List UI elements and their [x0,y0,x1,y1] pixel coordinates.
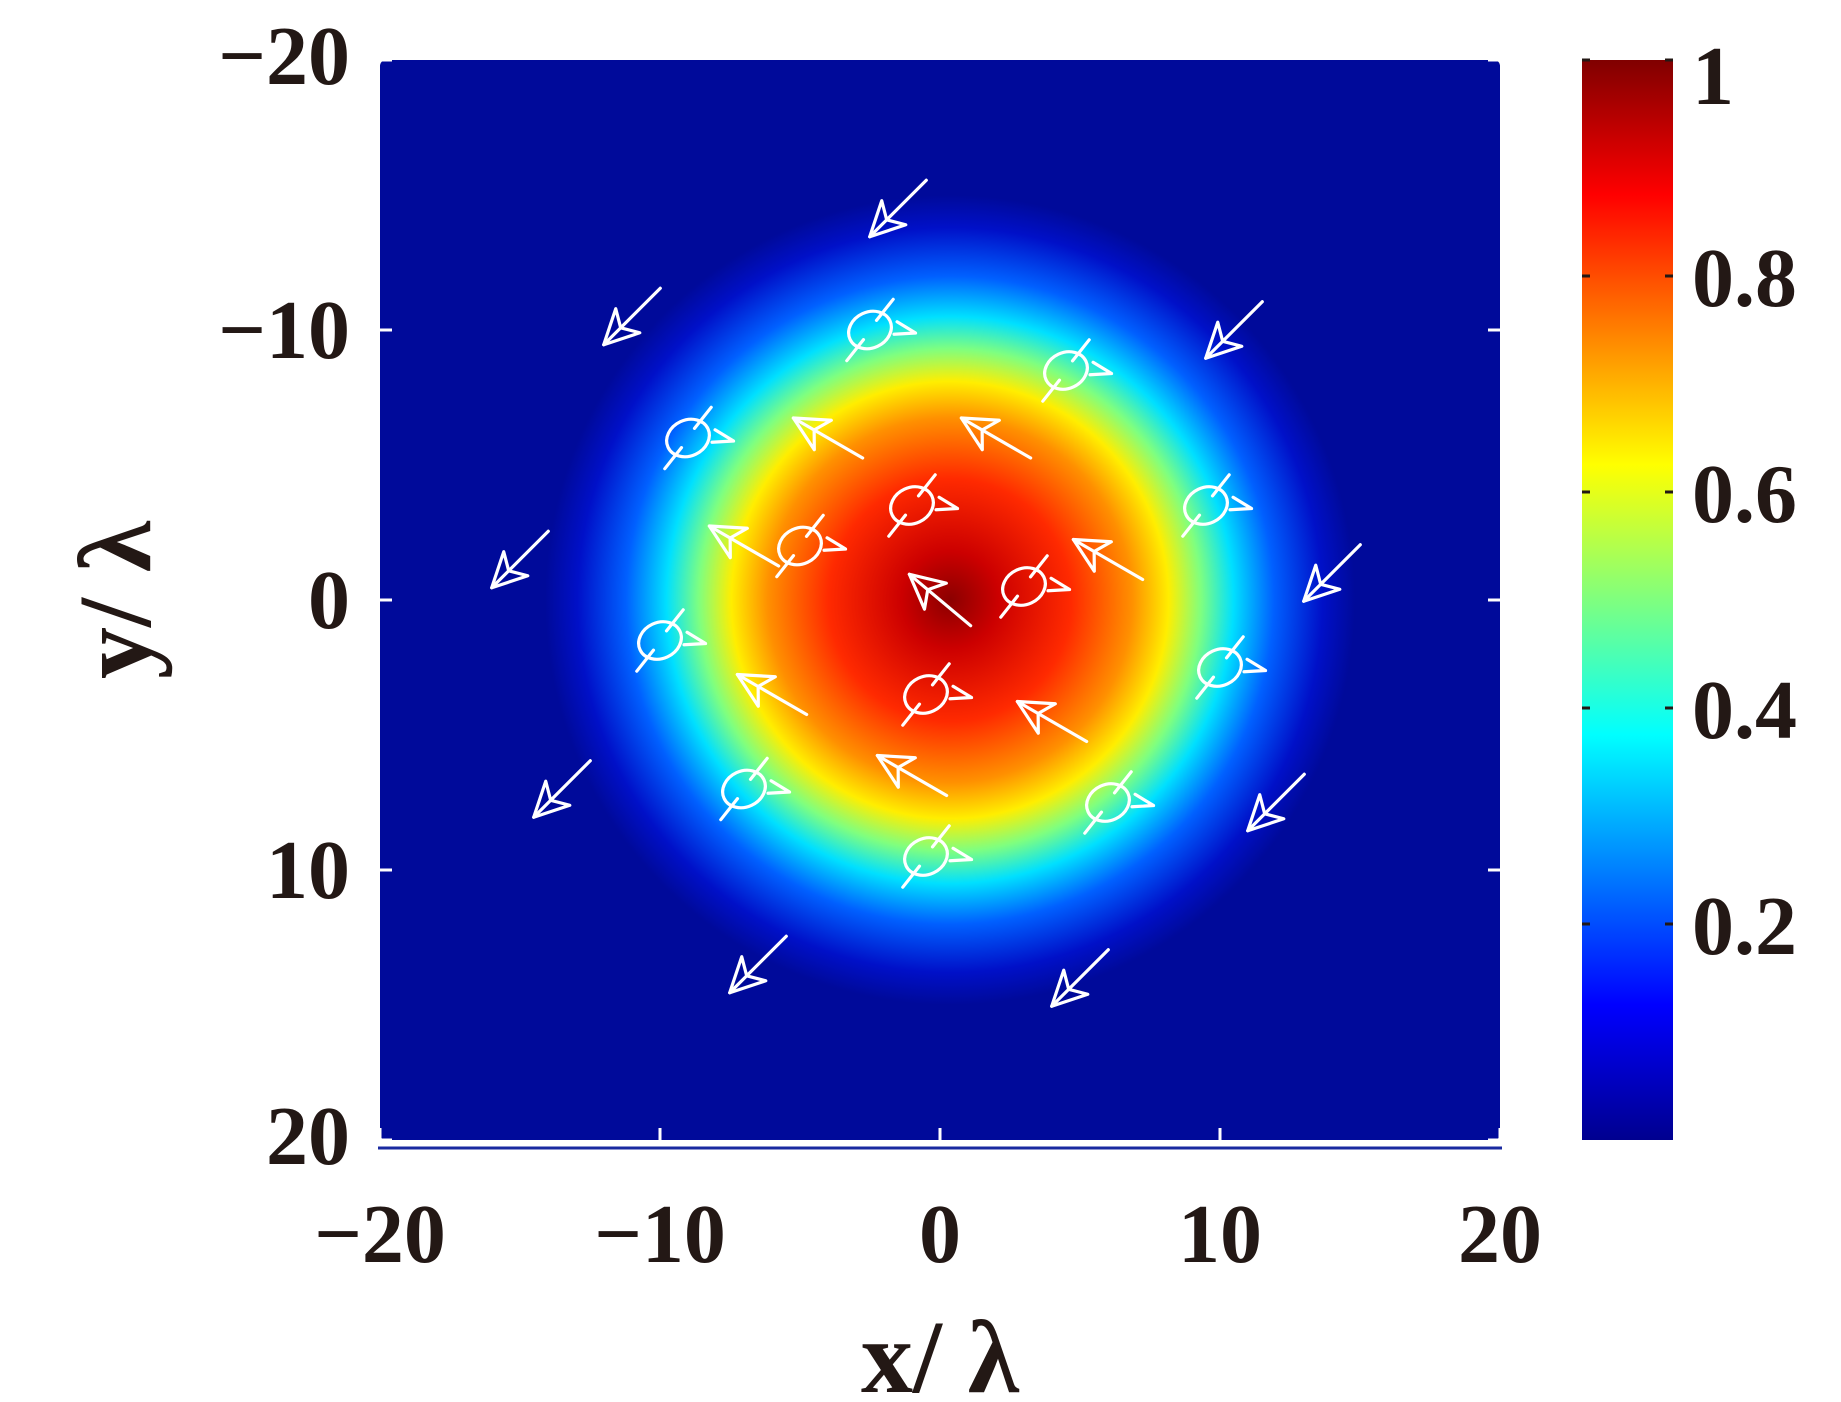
colorbar-tick-label: 0.4 [1692,664,1797,757]
colorbar-tick-label: 0.8 [1692,232,1797,325]
colorbar-tick-label: 1 [1692,30,1734,123]
polarization-ellipse [901,824,974,889]
polarization-arrow [1015,699,1089,744]
polarization-ellipse [1041,338,1114,403]
polarization-arrow [1204,300,1264,360]
y-tick-label: −10 [218,284,350,377]
polarization-arrow [1246,772,1306,833]
polarization-ellipse [635,608,708,673]
colorbar-tick-label: 0.2 [1692,880,1797,973]
polarization-arrow [532,759,592,819]
polarization-arrow [959,416,1033,460]
polarization-markers [490,178,1362,1008]
colorbar: 0.2 0.4 0.6 0.8 1 [1582,30,1797,1140]
polarization-arrow [1071,537,1145,582]
polarization-ellipse [901,662,974,727]
plot-area [378,58,1502,1150]
y-tick-label: 0 [308,554,350,647]
polarization-arrow [1050,948,1110,1008]
y-tick-label: 20 [266,1090,350,1183]
y-axis-title: y/ λ [58,520,173,679]
polarization-arrow [490,529,550,590]
x-tick-label: −20 [314,1188,446,1281]
y-tick-labels: −20 −10 0 10 20 [218,10,350,1183]
polarization-arrow [602,286,662,347]
polarization-ellipse [1181,473,1254,538]
x-tick-label: 0 [919,1188,961,1281]
polarization-ellipse [887,473,960,538]
polarization-ellipse [1083,770,1156,835]
polarization-arrow [1302,543,1362,603]
polarization-ellipse [1195,635,1268,700]
polarization-arrow [875,753,949,798]
colorbar-ticks: 0.2 0.4 0.6 0.8 1 [1582,30,1797,973]
x-tick-labels: −20 −10 0 10 20 [314,1188,1542,1281]
y-tick-label: 10 [266,824,350,917]
polarization-arrow [791,416,865,460]
y-tick-label: −20 [218,10,350,103]
x-tick-label: 20 [1458,1188,1542,1281]
tick-marks [378,58,1502,1142]
polarization-arrow [907,572,973,628]
polarization-ellipse [719,756,792,822]
x-tick-label: 10 [1178,1188,1262,1281]
x-axis-title: x/ λ [861,1300,1020,1402]
polarization-ellipse [845,297,918,363]
colorbar-tick-label: 0.6 [1692,448,1797,541]
polarization-ellipse [999,554,1072,619]
polarization-ellipse [775,513,848,579]
polarization-ellipse [663,405,736,471]
polarization-arrow [868,178,928,239]
polarization-arrow [728,934,788,995]
intensity-spot [545,195,1355,1005]
colorbar-gradient [1582,60,1673,1140]
polarization-arrow [735,672,809,717]
x-tick-label: −10 [594,1188,726,1281]
polarization-arrow [707,524,781,568]
